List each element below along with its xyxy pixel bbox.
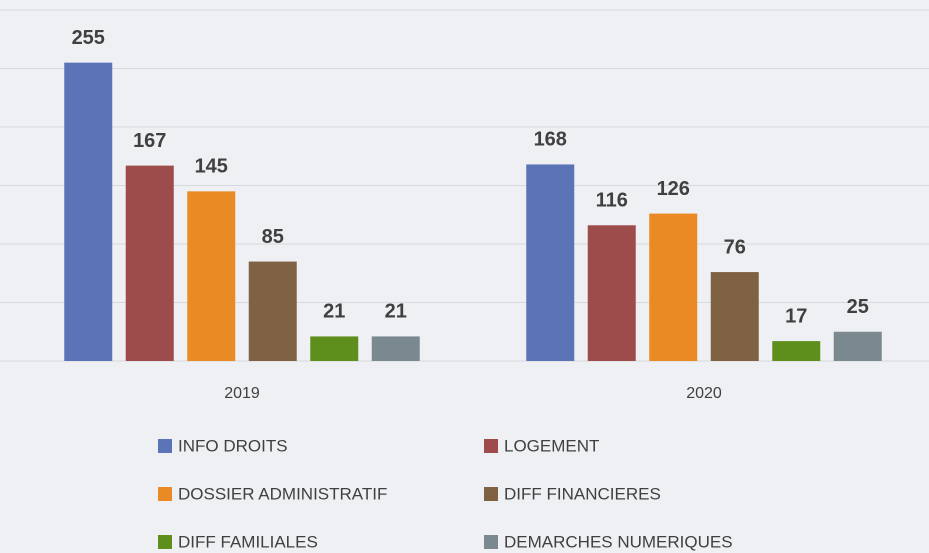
data-label: 76 [724,236,746,258]
bar [710,272,759,361]
legend-label: INFO DROITS [178,436,288,455]
legend-swatch [158,535,172,549]
legend-swatch [484,535,498,549]
bar [248,261,297,361]
x-tick-label: 2019 [224,385,260,402]
bar [310,336,359,361]
legend-label: DEMARCHES NUMERIQUES [504,532,733,551]
legend-label: DOSSIER ADMINISTRATIF [178,484,387,503]
legend-swatch [484,439,498,453]
data-label: 116 [596,190,628,212]
bar [64,62,113,362]
data-label: 167 [133,130,166,152]
bar [526,164,575,361]
data-label: 17 [785,305,807,327]
data-label: 25 [847,296,869,318]
legend-label: LOGEMENT [504,436,599,455]
data-label: 85 [262,226,284,248]
bar [187,191,236,361]
legend-swatch [158,439,172,453]
bar [587,225,636,361]
data-label: 21 [385,301,407,323]
legend-label: DIFF FAMILIALES [178,532,318,551]
bar [833,331,882,361]
legend-label: DIFF FINANCIERES [504,484,661,503]
data-label: 21 [323,301,345,323]
bar [371,336,420,361]
bar [125,165,174,361]
legend-swatch [484,487,498,501]
bar [772,341,821,361]
legend-swatch [158,487,172,501]
data-label: 255 [72,27,105,49]
data-label: 126 [657,178,690,200]
data-label: 145 [195,156,228,178]
x-tick-label: 2020 [686,385,722,402]
data-label: 168 [534,129,567,151]
bar [649,213,698,361]
